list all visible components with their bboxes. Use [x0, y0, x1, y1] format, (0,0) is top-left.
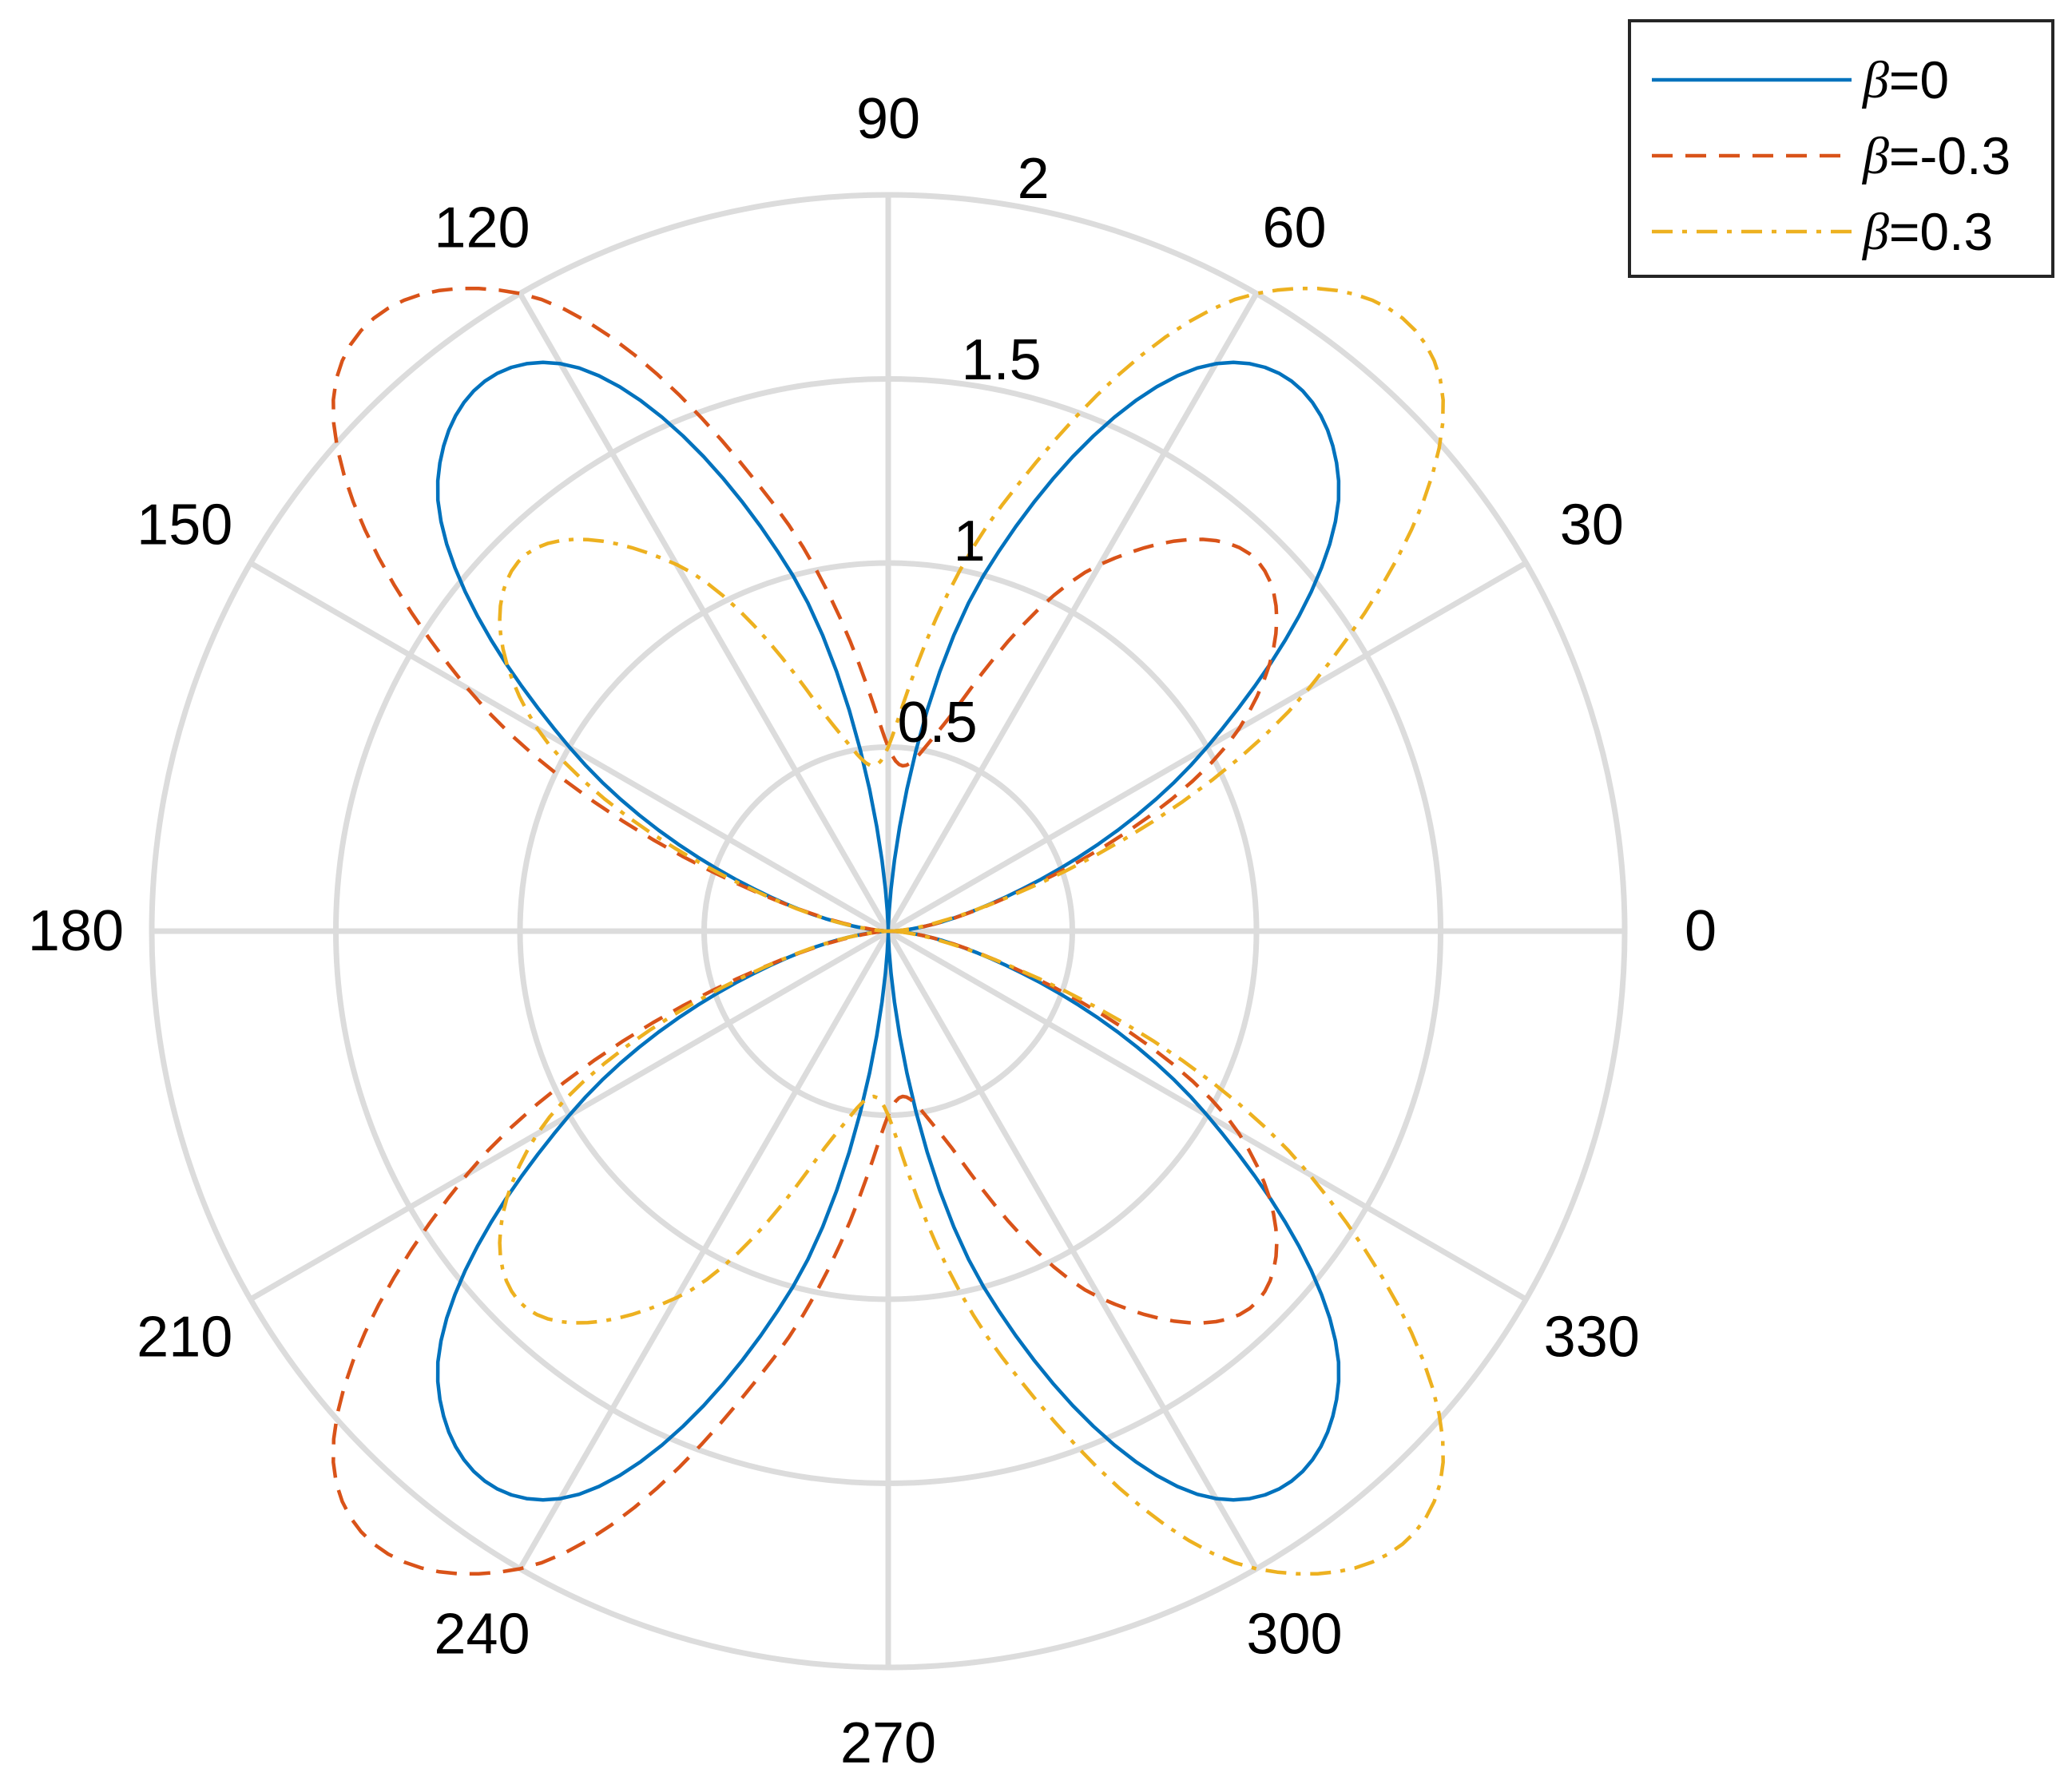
legend-entry: β=-0.3 — [1861, 126, 2010, 185]
theta-tick-label: 300 — [1246, 1603, 1342, 1667]
series-line-2 — [498, 286, 1445, 1576]
theta-tick-label: 330 — [1544, 1306, 1640, 1370]
theta-tick-label: 90 — [856, 87, 920, 151]
theta-tick-label: 120 — [434, 196, 530, 260]
r-tick-label: 2 — [1018, 147, 1050, 211]
r-gridline-1 — [517, 560, 1260, 1302]
legend-entry: β=0.3 — [1861, 202, 1993, 261]
theta-tick-label: 210 — [137, 1306, 232, 1370]
series-layer — [331, 286, 1445, 1576]
r-tick-label: 1.5 — [962, 328, 1042, 392]
theta-tick-label: 60 — [1262, 196, 1326, 260]
legend: β=0 β=-0.3 β=0.3 — [1628, 19, 2054, 278]
legend-entry: β=0 — [1861, 50, 1949, 109]
theta-tick-label: 180 — [28, 899, 124, 963]
r-tick-label: 0.5 — [898, 691, 978, 755]
theta-tick-label: 240 — [434, 1603, 530, 1667]
theta-tick-label: 30 — [1560, 494, 1624, 557]
r-tick-label: 1 — [954, 509, 986, 573]
legend-box — [1628, 19, 2054, 278]
theta-tick-label: 150 — [137, 494, 232, 557]
tick-labels: 0 30 60 90 120 150 180 210 240 270 300 330 0.5 1 1.5 2 — [28, 87, 1717, 1775]
theta-tick-label: 0 — [1685, 899, 1717, 963]
r-gridline-1.5 — [333, 376, 1443, 1486]
theta-tick-label: 270 — [840, 1711, 936, 1775]
r-gridline-2 — [149, 192, 1628, 1671]
